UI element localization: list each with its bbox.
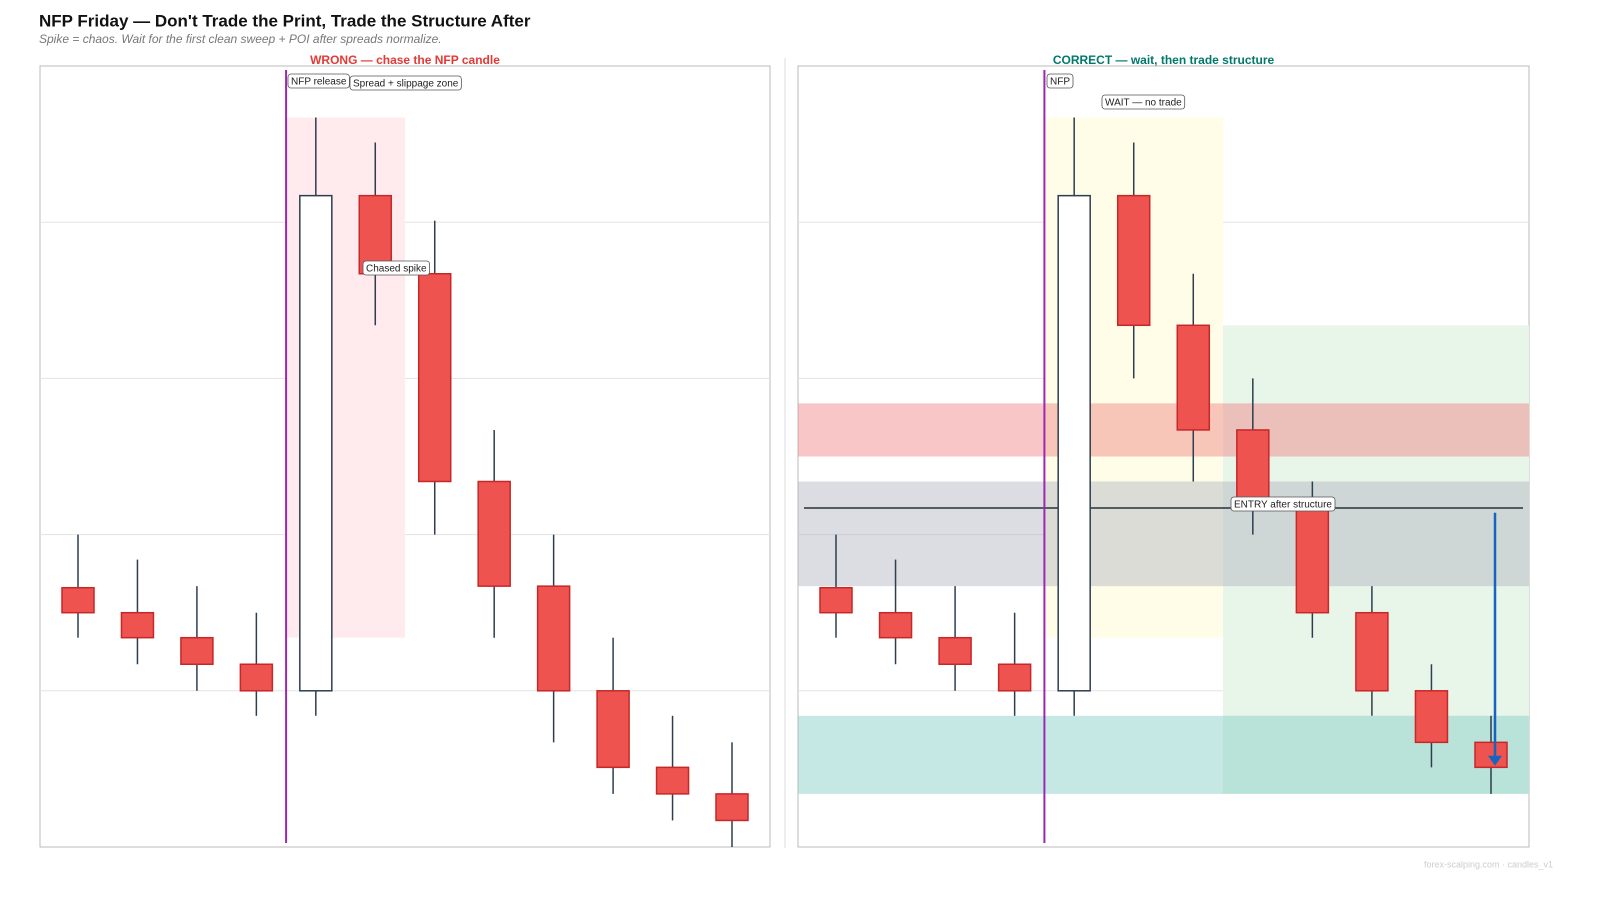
candle-body xyxy=(1295,507,1330,614)
candle-body xyxy=(120,611,155,639)
annotation: WAIT — no trade xyxy=(1101,94,1186,110)
annotation-box xyxy=(287,73,350,89)
annotation: NFP xyxy=(1046,73,1074,89)
zone xyxy=(798,481,1529,587)
candle-body xyxy=(819,586,853,614)
annotation-text: Spread + slippage zone xyxy=(353,79,459,90)
candle-body xyxy=(477,480,511,587)
candle-body xyxy=(878,611,913,639)
candle-body xyxy=(1176,324,1211,431)
candle-body xyxy=(536,585,571,692)
annotation-box xyxy=(1046,73,1074,89)
candle-body xyxy=(61,586,95,614)
annotation-box xyxy=(1230,496,1336,512)
candle-body xyxy=(1474,741,1508,769)
candle-body xyxy=(655,766,690,795)
annotation: ENTRY after structure xyxy=(1230,496,1336,512)
annotation: NFP release xyxy=(287,73,350,89)
annotation-box xyxy=(1101,94,1186,110)
candle-body xyxy=(239,663,274,692)
annotation-text: NFP release xyxy=(291,77,347,88)
zone xyxy=(798,715,1529,794)
annotation: Chased spike xyxy=(362,260,430,276)
panel-title: WRONG — chase the NFP candle xyxy=(310,53,500,67)
zone xyxy=(1223,325,1529,794)
annotation-text: NFP xyxy=(1050,77,1070,88)
footer: forex-scalping.com · candles_v1 xyxy=(1424,859,1553,869)
candle-body xyxy=(1057,194,1091,692)
candle-body xyxy=(1116,194,1151,327)
annotation-box xyxy=(362,260,430,276)
candle-body xyxy=(299,194,333,692)
candle-body xyxy=(1414,690,1449,744)
candle-body xyxy=(938,636,972,665)
candle-body xyxy=(1355,611,1389,692)
panel-title: CORRECT — wait, then trade structure xyxy=(1053,53,1275,67)
candle-body xyxy=(417,272,452,483)
annotation-text: ENTRY after structure xyxy=(1234,500,1332,511)
candle-body xyxy=(997,663,1032,692)
annotation: Spread + slippage zone xyxy=(349,75,462,91)
candle-body xyxy=(596,690,630,769)
candle-body xyxy=(180,636,214,665)
arrow-head xyxy=(1488,755,1502,766)
zone xyxy=(798,403,1529,457)
candle-body xyxy=(715,793,749,822)
annotation-text: WAIT — no trade xyxy=(1105,98,1182,109)
subtitle: Spike = chaos. Wait for the first clean … xyxy=(39,32,442,46)
title: NFP Friday — Don't Trade the Print, Trad… xyxy=(39,11,531,30)
annotation-box xyxy=(349,75,462,91)
annotation-text: Chased spike xyxy=(366,264,427,275)
candle-body xyxy=(1236,429,1270,509)
